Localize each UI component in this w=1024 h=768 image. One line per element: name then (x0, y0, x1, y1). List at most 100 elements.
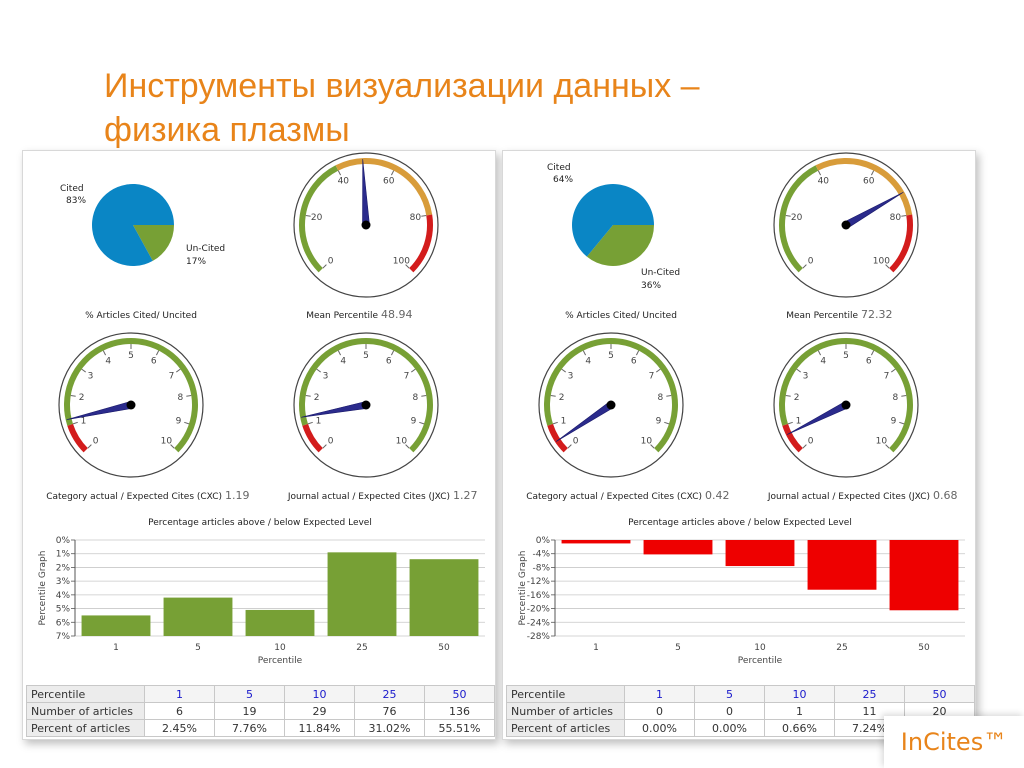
mean-gauge-value: 48.94 (381, 308, 413, 321)
gauge-tick-mark (635, 350, 640, 356)
pie-caption: % Articles Cited/ Uncited (85, 311, 197, 321)
gauge-tick-mark (307, 421, 313, 425)
table-row-label: Percent of articles (26, 719, 145, 737)
table-cell: 50 (904, 685, 975, 703)
gauge-tick-label: 8 (413, 393, 419, 403)
gauge-tick-label: 1 (81, 416, 87, 426)
chart-title: Percentage articles above / below Expect… (148, 518, 372, 528)
gauge-tick-mark (411, 368, 416, 373)
table-cell: 10 (284, 685, 355, 703)
gauge-tick-label: 20 (791, 213, 803, 223)
gauge-hub (606, 400, 616, 410)
cxc-gauge: 01 2 3 4 5 6 7 8 910 (538, 332, 684, 478)
gauge-tick-label: 9 (411, 416, 417, 426)
gauge-tick-label: 0 (808, 256, 814, 266)
gauge-tick-label: 20 (311, 213, 323, 223)
chart-ytick-label: -12% (527, 577, 551, 587)
chart-ytick-label: 0% (56, 536, 71, 546)
gauge-band (67, 423, 88, 453)
gauge-tick-label: 0 (328, 436, 334, 446)
pie-cited-pct: 64% (553, 175, 573, 185)
pie-uncited-pct: 17% (186, 257, 206, 267)
gauge-tick-mark (650, 444, 655, 449)
gauge-tick-label: 7 (404, 372, 410, 382)
gauge-tick-label: 10 (641, 436, 653, 446)
chart-xtick-label: 10 (274, 643, 286, 653)
gauge-hub (361, 400, 371, 410)
gauge-tick-mark (901, 214, 907, 217)
table-cell: 50 (424, 685, 495, 703)
gauge-tick-mark (550, 394, 556, 397)
gauge-tick-label: 6 (151, 356, 157, 366)
pie-slice-cited (572, 184, 654, 257)
gauge-hub (841, 400, 851, 410)
gauge-tick-mark (656, 368, 661, 373)
pie-slice-uncited (133, 225, 174, 261)
gauge-tick-label: 7 (649, 372, 655, 382)
table-cell: 1 (624, 685, 695, 703)
chart-xlabel: Percentile (738, 656, 783, 666)
table-cell: 5 (214, 685, 285, 703)
table-row: Number of articles 6 19 29 76 136 (26, 702, 495, 720)
gauge-band (299, 165, 339, 273)
gauge-tick-label: 4 (585, 356, 591, 366)
gauge-tick-label: 1 (561, 416, 567, 426)
table-row-label: Number of articles (26, 702, 145, 720)
gauge-tick-label: 3 (88, 372, 94, 382)
table-cell: 0.00% (624, 719, 695, 737)
table-cell: 0.66% (764, 719, 835, 737)
jxc-value: 0.68 (933, 489, 958, 502)
gauge-tick-label: 40 (818, 176, 830, 186)
gauge-tick-label: 4 (105, 356, 111, 366)
report-panel-left: Cited 83% Un-Cited 17%% Articles Cited/ Unc… (22, 150, 496, 740)
table-cell: 25 (354, 685, 425, 703)
gauge-tick-mark (102, 350, 107, 356)
chart-ytick-label: -8% (532, 563, 550, 573)
gauge-tick-mark (337, 350, 342, 356)
mean-gauge-value: 72.32 (861, 308, 893, 321)
jxc-gauge: 01 2 3 4 5 6 7 8 910 (773, 332, 919, 478)
table-cell: 55.51% (424, 719, 495, 737)
cxc-caption: Category actual / Expected Cites (CXC) (46, 492, 222, 502)
percentile-bar-chart: Percentage articles above / below Expect… (518, 518, 965, 666)
chart-xtick-label: 1 (593, 643, 599, 653)
gauge-tick-label: 7 (884, 372, 890, 382)
gauge-band (299, 338, 433, 453)
table-cell: 11.84% (284, 719, 355, 737)
gauge-tick-label: 2 (314, 393, 320, 403)
gauge-tick-label: 10 (876, 436, 888, 446)
table-cell: 0 (694, 702, 765, 720)
gauge-tick-mark (421, 214, 427, 217)
gauge-band (889, 214, 913, 273)
gauge-tick-label: 4 (820, 356, 826, 366)
gauge-tick-label: 2 (79, 393, 85, 403)
table-cell: 31.02% (354, 719, 425, 737)
gauge-tick-label: 10 (396, 436, 408, 446)
table-row-label: Percent of articles (506, 719, 625, 737)
gauge-tick-label: 1 (316, 416, 322, 426)
gauge-tick-mark (870, 350, 875, 356)
chart-ytick-label: -16% (527, 591, 551, 601)
gauge-tick-label: 6 (866, 356, 872, 366)
chart-xlabel: Percentile (258, 656, 303, 666)
table-header-row: Percentile 1 5 10 25 50 (26, 685, 495, 703)
table-cell: 1 (144, 685, 215, 703)
cxc-caption: Category actual / Expected Cites (CXC) (526, 492, 702, 502)
chart-bar (561, 540, 631, 544)
gauge-tick-mark (421, 394, 427, 397)
jxc-gauge: 01 2 3 4 5 6 7 8 910 (293, 332, 439, 478)
gauge-tick-mark (785, 214, 791, 217)
gauge-tick-mark (567, 444, 572, 449)
gauge-tick-mark (901, 394, 907, 397)
gauge-tick-mark (186, 394, 192, 397)
gauge-tick-mark (817, 350, 822, 356)
chart-bar (409, 559, 479, 636)
gauge-hub (361, 220, 371, 230)
gauge-tick-label: 2 (794, 393, 800, 403)
gauge-band (335, 158, 433, 216)
chart-ytick-label: -28% (527, 632, 551, 642)
chart-xtick-label: 1 (113, 643, 119, 653)
chart-xtick-label: 50 (438, 643, 450, 653)
chart-ytick-label: 3% (56, 577, 71, 587)
